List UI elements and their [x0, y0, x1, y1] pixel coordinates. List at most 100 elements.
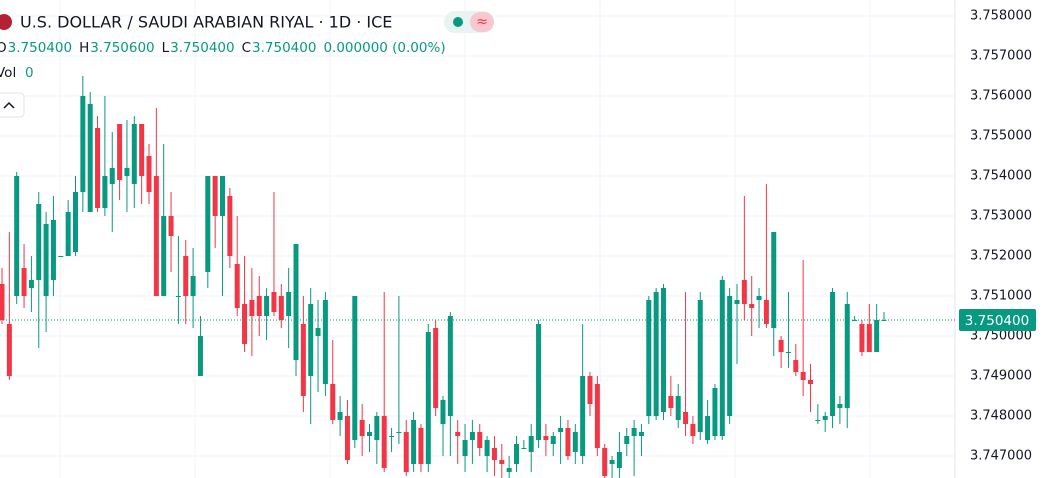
candle-body [719, 280, 725, 436]
candle-body [594, 384, 600, 448]
legend-value: 3.750400 [8, 40, 72, 56]
candle-body [300, 324, 306, 396]
candle-body [65, 212, 71, 256]
collapse-icon [3, 101, 15, 109]
candle-body [411, 420, 417, 464]
candle-body [220, 176, 225, 216]
legend-key: H [79, 40, 89, 56]
candle-body [565, 428, 571, 456]
candle-body [778, 340, 784, 352]
candle-body [396, 432, 402, 433]
y-tick-label: 3.749000 [970, 369, 1032, 384]
candle-body [727, 296, 733, 416]
candle-body [50, 220, 56, 280]
y-tick-label: 3.753000 [970, 209, 1032, 224]
candle-body [190, 276, 196, 296]
candle-body [359, 420, 365, 436]
candle-body [0, 284, 5, 320]
legend-value: 3.750400 [252, 40, 316, 56]
candle-body [175, 296, 181, 297]
candle-body [675, 396, 681, 420]
candle-body [28, 280, 34, 288]
candle-body [491, 448, 497, 460]
candle-body [653, 292, 659, 416]
candle-body [741, 280, 747, 304]
candle-body [528, 436, 534, 452]
candle-body [21, 268, 27, 296]
y-tick-label: 3.752000 [970, 249, 1032, 264]
candle-body [80, 96, 86, 192]
candle-body [469, 432, 475, 440]
price-label-box [959, 309, 1036, 331]
candle-body [808, 380, 813, 384]
y-tick-label: 3.754000 [970, 169, 1032, 184]
vol-value: 0 [25, 65, 34, 81]
candle-body [830, 292, 836, 416]
candle-body [124, 168, 130, 176]
candle-body [506, 468, 512, 472]
candle-body [367, 432, 372, 436]
legend-value: 3.750400 [170, 40, 234, 56]
candle-body [514, 444, 519, 464]
candle-body [705, 416, 711, 440]
candle-body [425, 332, 431, 464]
candle-body [837, 404, 843, 408]
candle-body [572, 432, 578, 452]
candle-body [264, 296, 270, 316]
candle-body [278, 296, 284, 320]
candle-body [242, 304, 248, 344]
candle-body [624, 436, 630, 444]
vol-label: Vol [0, 65, 16, 81]
y-tick-label: 3.750000 [970, 329, 1032, 344]
candle-body [462, 440, 468, 456]
candle-body [602, 448, 608, 476]
candle-body [763, 300, 769, 324]
candle-body [315, 328, 321, 336]
candle-body [661, 288, 666, 412]
candle-body [374, 416, 380, 440]
candle-body [161, 216, 167, 296]
y-tick-label: 3.747000 [970, 449, 1032, 464]
candle-body [771, 232, 777, 328]
candle-body [256, 296, 262, 316]
candle-body [712, 388, 718, 436]
flag-icon [0, 14, 12, 30]
y-tick-label: 3.757000 [970, 49, 1032, 64]
candle-body [146, 156, 152, 192]
candle-body [389, 436, 395, 437]
candle-body [212, 176, 218, 216]
y-tick-label: 3.748000 [970, 409, 1032, 424]
candle-body [308, 304, 314, 376]
y-tick-label: 3.751000 [970, 289, 1032, 304]
candle-body [330, 384, 336, 420]
candle-body [550, 436, 556, 444]
price-label: 3.750400 [965, 313, 1029, 329]
candle-body [344, 416, 350, 460]
candle-body [616, 452, 622, 468]
candle-body [440, 400, 446, 424]
candle-body [36, 204, 42, 280]
candles [0, 76, 887, 478]
candle-body [536, 324, 542, 440]
candle-body [455, 432, 461, 436]
delay-badge[interactable] [470, 12, 494, 32]
candle-body [484, 440, 490, 456]
candle-body [580, 376, 586, 456]
candle-body [793, 360, 799, 372]
candle-body [800, 372, 806, 380]
legend-value: 3.750600 [90, 40, 154, 56]
candle-body [756, 296, 762, 300]
candle-body [749, 304, 755, 308]
candle-body [352, 296, 358, 440]
delay-icon: ≈ [476, 14, 488, 30]
candle-body [322, 300, 328, 384]
candle-body [43, 224, 49, 296]
legend-key: C [242, 40, 251, 56]
y-tick-label: 3.755000 [970, 129, 1032, 144]
candle-body [874, 320, 880, 352]
candle-body [286, 292, 292, 316]
candle-body [822, 416, 828, 420]
candle-body [785, 352, 791, 353]
candle-body [183, 256, 189, 296]
